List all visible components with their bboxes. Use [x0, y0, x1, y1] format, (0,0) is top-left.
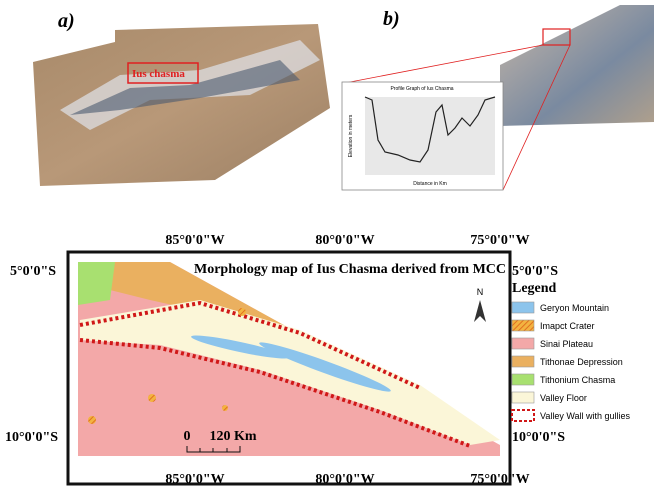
legend-title: Legend	[512, 281, 557, 296]
scale-end: 120 Km	[209, 429, 256, 444]
legend-label: Geryon Mountain	[540, 303, 609, 313]
legend-swatch	[512, 410, 534, 421]
legend-swatch	[512, 338, 534, 349]
legend-label: Valley Floor	[540, 393, 587, 403]
legend: Geryon Mountain Imapct Crater Sinai Platea…	[512, 302, 631, 421]
profile-plot	[365, 97, 495, 175]
longitude-label: 80°0'0"W	[315, 233, 374, 248]
figure: a) Ius chasma b) Profile Graph of Ius Ch…	[0, 0, 654, 494]
legend-swatch	[512, 392, 534, 403]
legend-label: Tithonium Chasma	[540, 375, 615, 385]
latitude-label: 5°0'0"S	[512, 264, 558, 279]
annotation: Ius chasma	[132, 68, 185, 80]
longitude-label: 85°0'0"W	[165, 233, 224, 248]
longitude-label: 80°0'0"W	[315, 472, 374, 487]
longitude-label: 75°0'0"W	[470, 233, 529, 248]
legend-label: Valley Wall with gullies	[540, 411, 631, 421]
image-b	[500, 5, 654, 126]
scale-start: 0	[184, 429, 191, 444]
legend-label: Sinai Plateau	[540, 339, 593, 349]
impact-crater	[148, 394, 156, 402]
panel-label: a)	[58, 10, 75, 32]
legend-swatch	[512, 302, 534, 313]
legend-swatch	[512, 374, 534, 385]
latitude-label: 5°0'0"S	[10, 264, 56, 279]
latitude-label: 10°0'0"S	[5, 430, 58, 445]
impact-crater	[238, 308, 246, 316]
legend-swatch	[512, 320, 534, 331]
latitude-label: 10°0'0"S	[512, 430, 565, 445]
legend-label: Tithonae Depression	[540, 357, 623, 367]
panel-label: b)	[383, 8, 400, 30]
longitude-label: 75°0'0"W	[470, 472, 529, 487]
profile-x-label: Distance in Km	[413, 181, 447, 187]
longitude-label: 85°0'0"W	[165, 472, 224, 487]
map-title: Morphology map of Ius Chasma derived fro…	[194, 262, 506, 277]
profile-y-label: Elevation in meters	[348, 114, 354, 157]
tithonium-chasma	[78, 262, 115, 305]
legend-label: Imapct Crater	[540, 321, 595, 331]
profile-title: Profile Graph of Ius Chasma	[390, 86, 453, 92]
north-label: N	[477, 287, 484, 297]
legend-swatch	[512, 356, 534, 367]
impact-crater	[88, 416, 96, 424]
impact-crater	[222, 405, 228, 411]
